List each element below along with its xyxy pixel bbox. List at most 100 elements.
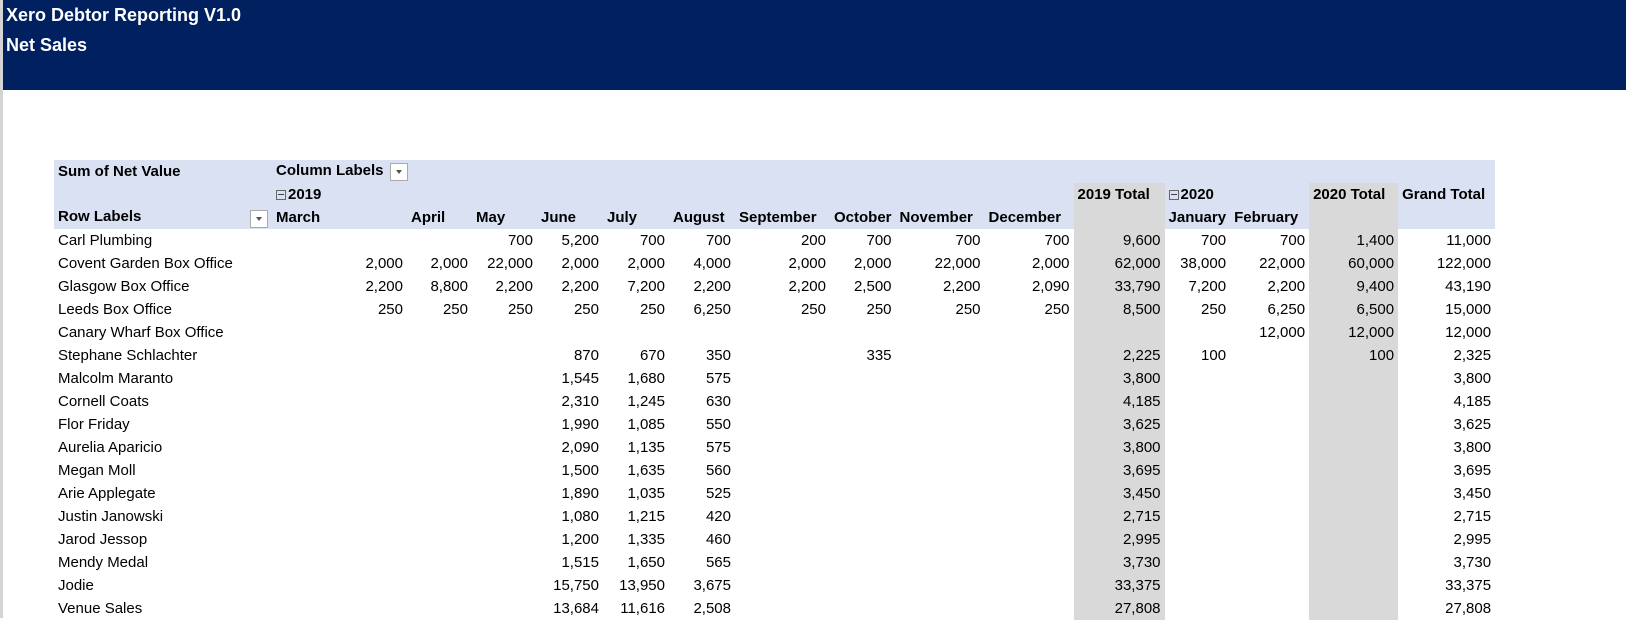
month-header: February (1230, 206, 1310, 229)
value-cell (735, 321, 830, 344)
value-cell: 1,035 (627, 485, 665, 502)
year-cell: 2020 (1164, 183, 1310, 206)
value-cell: 350 (705, 347, 731, 364)
value-cell (272, 482, 407, 505)
row-filter-button[interactable] (250, 209, 268, 228)
value-cell (896, 390, 985, 413)
value-cell (735, 413, 830, 436)
value-cell: 1,135 (627, 439, 665, 456)
grand-total-header: Grand Total (1398, 183, 1496, 206)
value-cell (830, 390, 896, 413)
year-cell: 2019 (272, 183, 1074, 206)
value-cell: 9,600 (1073, 229, 1165, 252)
value-cell (985, 344, 1074, 367)
row-label: Justin Janowski (58, 508, 164, 525)
column-labels-cell: Column Labels (272, 160, 1496, 183)
value-cell: 3,695 (1453, 462, 1492, 479)
data-row: Cornell Coats 2,310 1,245 630 4,185 4,185 (54, 390, 1495, 413)
subtitle: Net Sales (6, 35, 88, 55)
value-cell: 200 (800, 232, 826, 249)
data-row: Justin Janowski 1,080 1,215 420 2,715 2,715 (54, 505, 1495, 528)
data-row: Arie Applegate 1,890 1,035 525 3,450 3,450 (54, 482, 1495, 505)
value-cell: 2,225 (1073, 344, 1165, 367)
value-cell: 2,500 (853, 278, 892, 295)
value-cell (272, 528, 407, 551)
value-cell (1165, 390, 1231, 413)
value-cell: 420 (705, 508, 731, 525)
value-cell (472, 390, 537, 413)
collapse-toggle[interactable] (1168, 190, 1179, 201)
value-cell: 700 (1044, 232, 1070, 249)
column-filter-button[interactable] (389, 162, 408, 181)
value-cell (472, 551, 537, 574)
value-cell (735, 528, 830, 551)
value-cell (1230, 551, 1309, 574)
value-cell (985, 505, 1074, 528)
value-cell: 27,808 (1073, 597, 1165, 620)
value-cell: 15,750 (553, 577, 599, 594)
row-label: Megan Moll (58, 462, 136, 479)
value-cell (472, 597, 537, 620)
value-cell (1230, 505, 1309, 528)
header-cell (1398, 206, 1496, 229)
value-cell: 22,000 (1259, 255, 1306, 272)
collapse-toggle[interactable] (276, 190, 286, 201)
value-cell: 13,950 (619, 577, 665, 594)
value-cell: 3,800 (1073, 367, 1165, 390)
value-cell (1309, 367, 1399, 390)
value-cell (985, 367, 1074, 390)
value-cell (985, 482, 1074, 505)
value-cell: 4,185 (1453, 393, 1492, 410)
value-cell: 2,995 (1073, 528, 1165, 551)
value-cell: 2,000 (627, 255, 665, 272)
value-cell: 2,200 (788, 278, 826, 295)
month-header: May (472, 206, 537, 229)
value-cell: 122,000 (1436, 255, 1492, 272)
row-label: Jarod Jessop (58, 531, 148, 548)
value-cell (985, 413, 1074, 436)
value-cell: 33,375 (1073, 574, 1165, 597)
value-cell (1165, 413, 1231, 436)
value-cell (407, 321, 472, 344)
value-cell: 1,650 (627, 554, 665, 571)
value-cell (830, 321, 896, 344)
value-cell: 12,000 (1259, 324, 1306, 341)
row-label: Venue Sales (58, 600, 143, 617)
value-cell: 1,680 (627, 370, 665, 387)
value-cell: 3,800 (1453, 370, 1492, 387)
value-cell (407, 229, 472, 252)
data-row: Aurelia Aparicio 2,090 1,135 575 3,800 3,800 (54, 436, 1495, 459)
value-cell (1230, 597, 1309, 620)
value-cell (896, 574, 985, 597)
value-cell (1230, 459, 1309, 482)
value-cell (985, 597, 1074, 620)
value-cell (1165, 436, 1231, 459)
value-cell: 12,000 (1445, 324, 1492, 341)
value-cell (537, 321, 603, 344)
value-cell (985, 436, 1074, 459)
value-cell: 1,635 (627, 462, 665, 479)
value-cell (407, 413, 472, 436)
month-header: August (669, 206, 735, 229)
value-cell (407, 390, 472, 413)
value-cell: 6,500 (1309, 298, 1399, 321)
value-cell (735, 597, 830, 620)
pivot-body: Carl Plumbing 700 5,200 700 700 200 700 700 700 9… (54, 229, 1495, 620)
value-cell: 670 (639, 347, 665, 364)
value-cell: 2,715 (1073, 505, 1165, 528)
value-cell (830, 367, 896, 390)
value-cell (472, 321, 537, 344)
value-cell (1309, 459, 1399, 482)
value-cell (272, 459, 407, 482)
value-cell: 3,695 (1073, 459, 1165, 482)
column-labels: Column Labels (276, 162, 384, 180)
month-header: June (537, 206, 603, 229)
header-row: Sum of Net Value Column Labels (54, 160, 1496, 183)
value-cell (1309, 505, 1399, 528)
value-cell: 38,000 (1180, 255, 1227, 272)
month-header: March (272, 206, 407, 229)
value-cell: 15,000 (1445, 301, 1492, 318)
value-cell: 630 (705, 393, 731, 410)
value-cell: 1,890 (561, 485, 599, 502)
value-cell: 3,675 (693, 577, 731, 594)
